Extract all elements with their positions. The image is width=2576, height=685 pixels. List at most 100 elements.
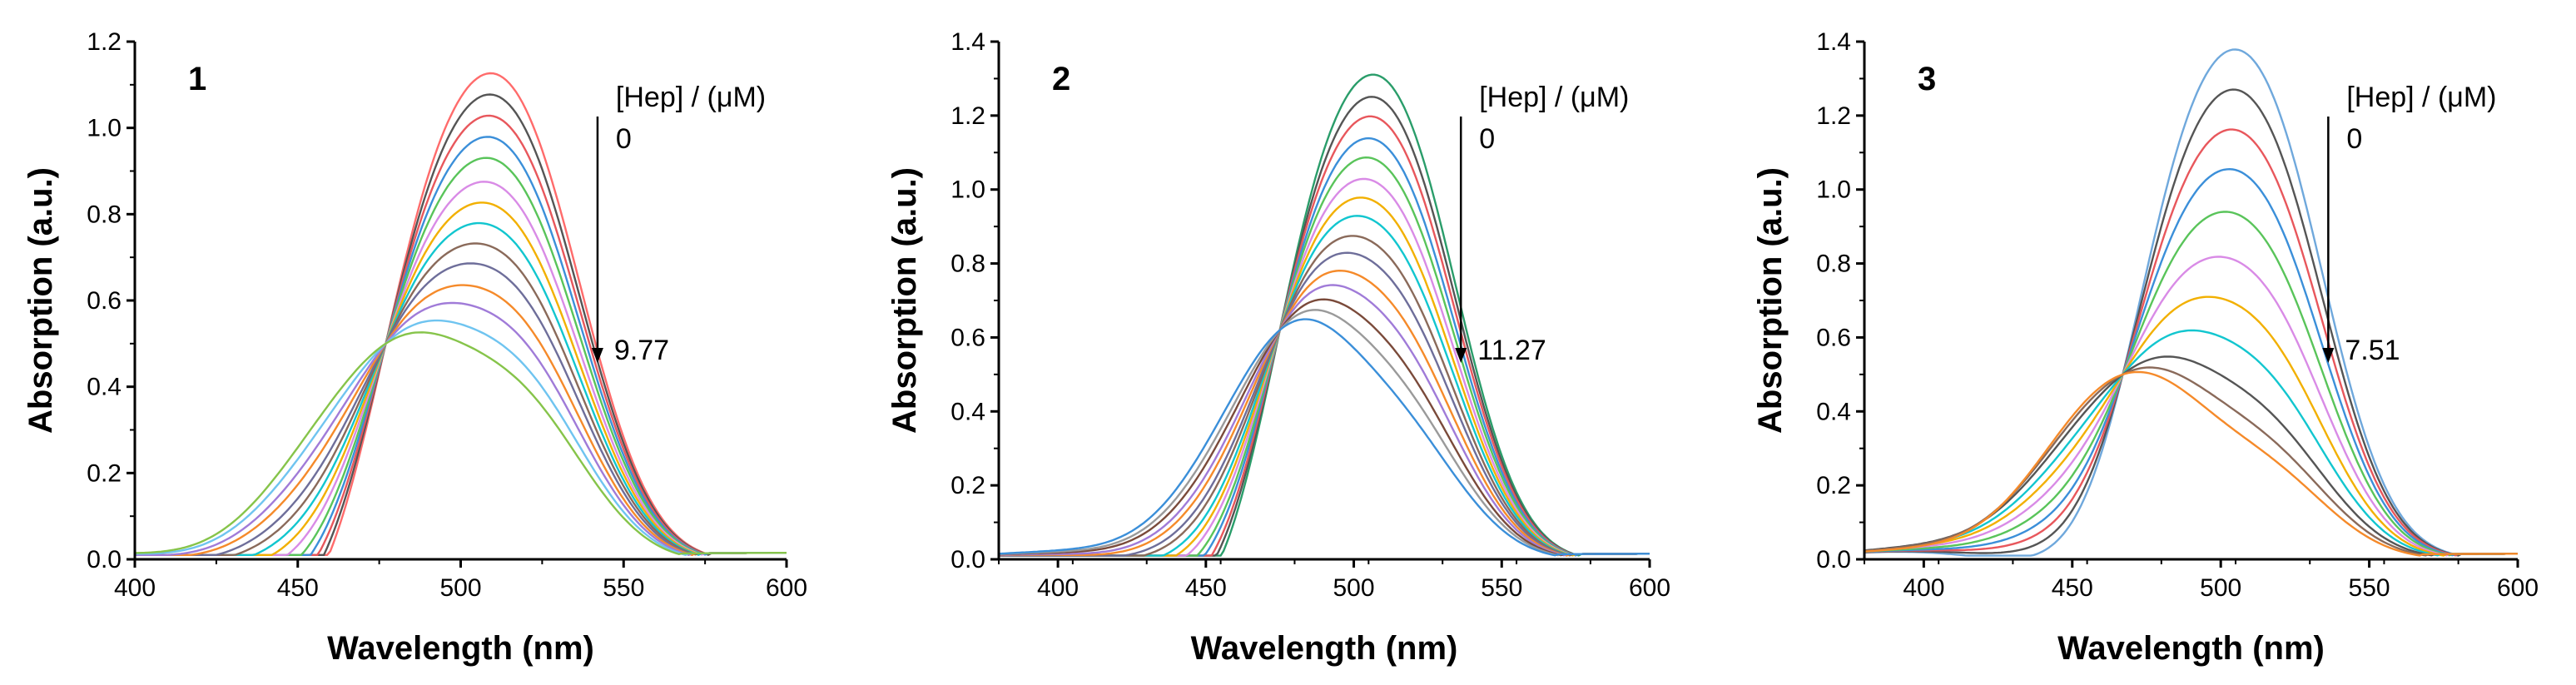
y-tick-label: 1.2 (950, 102, 985, 130)
series-line-8 (135, 242, 787, 556)
series-line-10 (135, 284, 787, 557)
y-tick-label: 0.0 (87, 546, 122, 573)
x-tick-label: 400 (1037, 574, 1079, 602)
panel-3: 0.0 0.2 0.4 0.6 0.8 1.0 1.2 1.4 400 450 500 550 600 W… (1752, 28, 2539, 667)
series-line-9 (135, 262, 787, 556)
y-tick-label: 1.0 (1816, 176, 1851, 204)
series-line-6 (999, 196, 1650, 557)
series-line-9 (999, 251, 1650, 557)
series-line-3 (135, 136, 787, 556)
series-line-4 (1864, 211, 2518, 557)
series-line-2 (135, 114, 787, 556)
y-tick-label: 0.6 (1816, 324, 1851, 351)
series-line-9 (1864, 366, 2518, 557)
series-line-4 (135, 156, 787, 556)
panel-label: 1 (188, 61, 206, 97)
x-tick-label: 500 (2200, 574, 2241, 602)
x-tick-label: 400 (1903, 574, 1944, 602)
series-line-11 (135, 301, 787, 556)
legend-title: [Hep] / (μM) (2346, 82, 2496, 113)
x-tick-label: 600 (2497, 574, 2539, 602)
series-line-2 (1864, 128, 2518, 557)
series-line-1 (999, 96, 1650, 557)
series-line-10 (1864, 370, 2518, 557)
series-line-0 (135, 72, 787, 556)
arrow-head (1455, 348, 1467, 363)
y-tick-label: 0.8 (1816, 251, 1851, 278)
series-line-0 (999, 73, 1650, 557)
series-line-12 (135, 319, 787, 556)
arrow-head (591, 348, 603, 363)
series-line-12 (999, 298, 1650, 557)
y-tick-label: 0.4 (1816, 398, 1851, 425)
x-tick-label: 550 (2349, 574, 2390, 602)
y-tick-label: 0.8 (87, 201, 122, 228)
series-line-11 (999, 284, 1650, 557)
y-tick-label: 0.8 (950, 251, 985, 278)
series-line-7 (999, 215, 1650, 557)
concentration-start: 0 (2346, 123, 2362, 155)
y-tick-label: 1.2 (1816, 102, 1851, 130)
arrow-head (2322, 348, 2335, 363)
y-tick-label: 1.0 (87, 115, 122, 142)
y-tick-label: 0.6 (87, 287, 122, 315)
y-tick-label: 0.2 (87, 459, 122, 487)
x-tick-label: 450 (277, 574, 319, 602)
series-line-0 (1864, 48, 2518, 557)
y-tick-label: 1.4 (950, 28, 985, 56)
series-line-5 (1864, 256, 2518, 557)
y-tick-label: 1.0 (950, 176, 985, 204)
series-line-13 (999, 309, 1650, 557)
concentration-end: 11.27 (1477, 335, 1546, 366)
series-group (999, 73, 1650, 557)
y-tick-label: 0.6 (950, 324, 985, 351)
y-tick-label: 0.4 (87, 374, 122, 401)
y-tick-label: 0.2 (950, 472, 985, 499)
x-tick-label: 550 (603, 574, 644, 602)
x-axis-title: Wavelength (nm) (1191, 630, 1458, 667)
x-tick-label: 450 (2052, 574, 2093, 602)
y-tick-label: 0.0 (1816, 546, 1851, 573)
y-axis-title: Absorption (a.u.) (22, 167, 59, 434)
series-line-14 (999, 318, 1650, 557)
panel-2: 0.0 0.2 0.4 0.6 0.8 1.0 1.2 1.4 400 450 500 550 600 W… (886, 28, 1670, 667)
series-group (135, 72, 787, 557)
series-line-2 (999, 115, 1650, 557)
panel-1: 0.0 0.2 0.4 0.6 0.8 1.0 1.2 400 450 500 550 600 Wave… (22, 28, 807, 667)
series-line-5 (135, 181, 787, 556)
y-tick-label: 0.4 (950, 398, 985, 425)
series-line-4 (999, 156, 1650, 557)
concentration-start: 0 (616, 123, 632, 155)
series-line-1 (1864, 88, 2518, 557)
legend-title: [Hep] / (μM) (616, 82, 766, 113)
concentration-end: 7.51 (2345, 335, 2400, 366)
series-line-6 (135, 201, 787, 556)
concentration-end: 9.77 (614, 335, 669, 366)
series-line-10 (999, 269, 1650, 557)
y-tick-label: 0.0 (950, 546, 985, 573)
series-line-8 (1864, 355, 2518, 557)
x-tick-label: 500 (1333, 574, 1375, 602)
series-line-13 (135, 331, 787, 556)
y-axis-title: Absorption (a.u.) (886, 167, 923, 434)
legend-title: [Hep] / (μM) (1479, 82, 1629, 113)
x-tick-label: 450 (1185, 574, 1227, 602)
x-axis-title: Wavelength (nm) (327, 630, 594, 667)
x-tick-label: 600 (1629, 574, 1670, 602)
x-axis-title: Wavelength (nm) (2057, 630, 2325, 667)
series-line-7 (135, 221, 787, 556)
x-tick-label: 600 (766, 574, 807, 602)
y-tick-label: 0.2 (1816, 472, 1851, 499)
x-tick-label: 500 (439, 574, 481, 602)
panel-label: 2 (1052, 61, 1070, 97)
concentration-start: 0 (1479, 123, 1495, 155)
y-tick-label: 1.2 (87, 28, 122, 56)
y-axis-title: Absorption (a.u.) (1752, 167, 1789, 434)
series-line-6 (1864, 295, 2518, 557)
series-line-7 (1864, 329, 2518, 557)
series-group (1864, 48, 2518, 557)
y-tick-label: 1.4 (1816, 28, 1851, 56)
series-line-8 (999, 235, 1650, 557)
panel-label: 3 (1918, 61, 1936, 97)
